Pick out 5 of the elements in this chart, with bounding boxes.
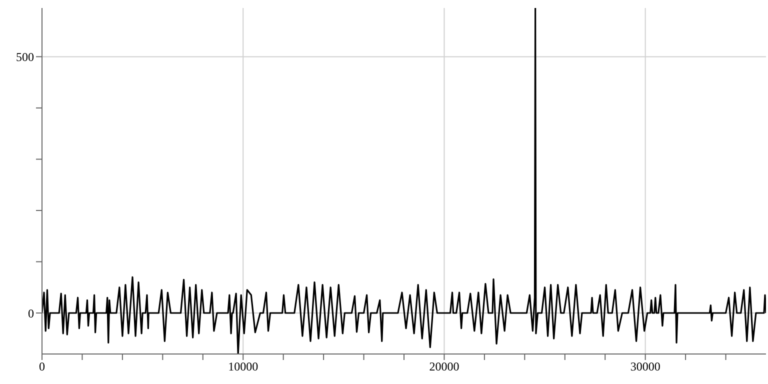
x-tick-label: 10000 [228, 360, 258, 374]
x-tick-label: 30000 [630, 360, 660, 374]
x-tick-label: 0 [39, 360, 45, 374]
y-tick-label: 500 [16, 50, 34, 64]
x-tick-label: 20000 [429, 360, 460, 374]
